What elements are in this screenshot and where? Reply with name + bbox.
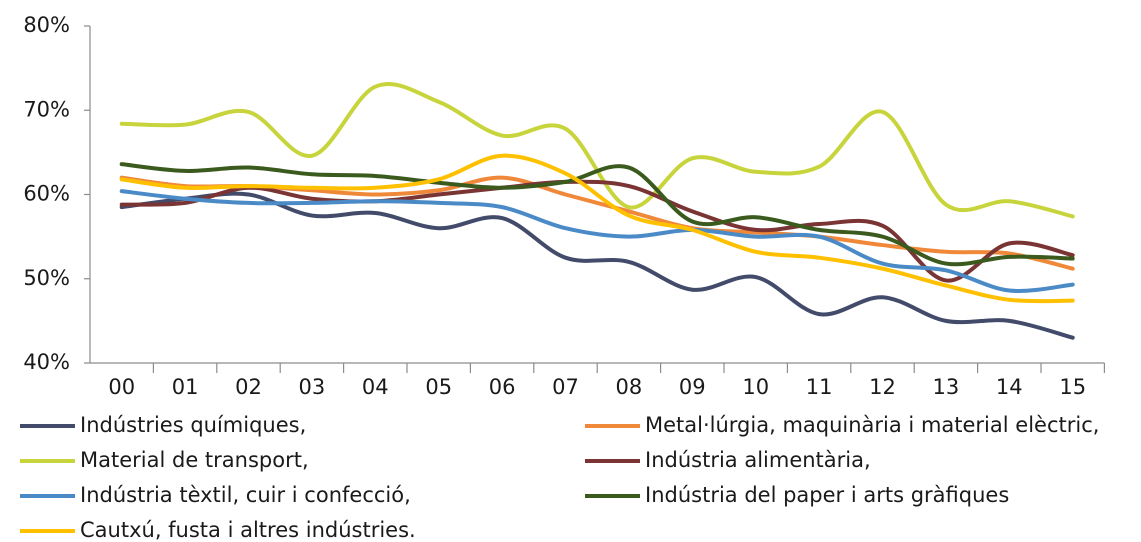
x-tick-label: 06 [489, 375, 516, 399]
x-tick-label: 08 [616, 375, 643, 399]
x-tick-label: 04 [362, 375, 389, 399]
x-tick-label: 03 [299, 375, 326, 399]
legend-label: Indústria tèxtil, cuir i confecció, [80, 483, 411, 507]
legend-label: Cautxú, fusta i altres indústries. [80, 518, 416, 542]
series-line [119, 82, 1075, 219]
y-tick-label: 70% [23, 97, 70, 121]
x-tick-label: 05 [425, 375, 452, 399]
x-tick-label: 07 [552, 375, 579, 399]
x-tick-label: 13 [933, 375, 960, 399]
x-tick-label: 09 [679, 375, 706, 399]
series-line [119, 191, 1075, 340]
series-line [119, 153, 1075, 304]
x-tick-label: 14 [996, 375, 1023, 399]
series-line [119, 175, 1075, 271]
legend-label: Material de transport, [80, 448, 309, 472]
y-tick-label: 60% [23, 182, 70, 206]
legend-label: Metal·lúrgia, maquinària i material elèc… [645, 413, 1099, 437]
legend-label: Indústries químiques, [80, 413, 306, 437]
y-tick-label: 50% [23, 266, 70, 290]
series-line [119, 162, 1075, 267]
y-tick-label: 80% [23, 13, 70, 37]
x-tick-label: 01 [172, 375, 199, 399]
x-tick-label: 12 [869, 375, 896, 399]
x-tick-label: 10 [742, 375, 769, 399]
x-tick-label: 00 [108, 375, 135, 399]
y-tick-label: 40% [23, 350, 70, 374]
legend-label: Indústria del paper i arts gràfiques [645, 483, 1009, 507]
x-tick-label: 11 [806, 375, 833, 399]
legend-label: Indústria alimentària, [645, 448, 871, 472]
x-tick-label: 15 [1059, 375, 1086, 399]
x-tick-label: 02 [235, 375, 262, 399]
series-line [119, 189, 1075, 294]
